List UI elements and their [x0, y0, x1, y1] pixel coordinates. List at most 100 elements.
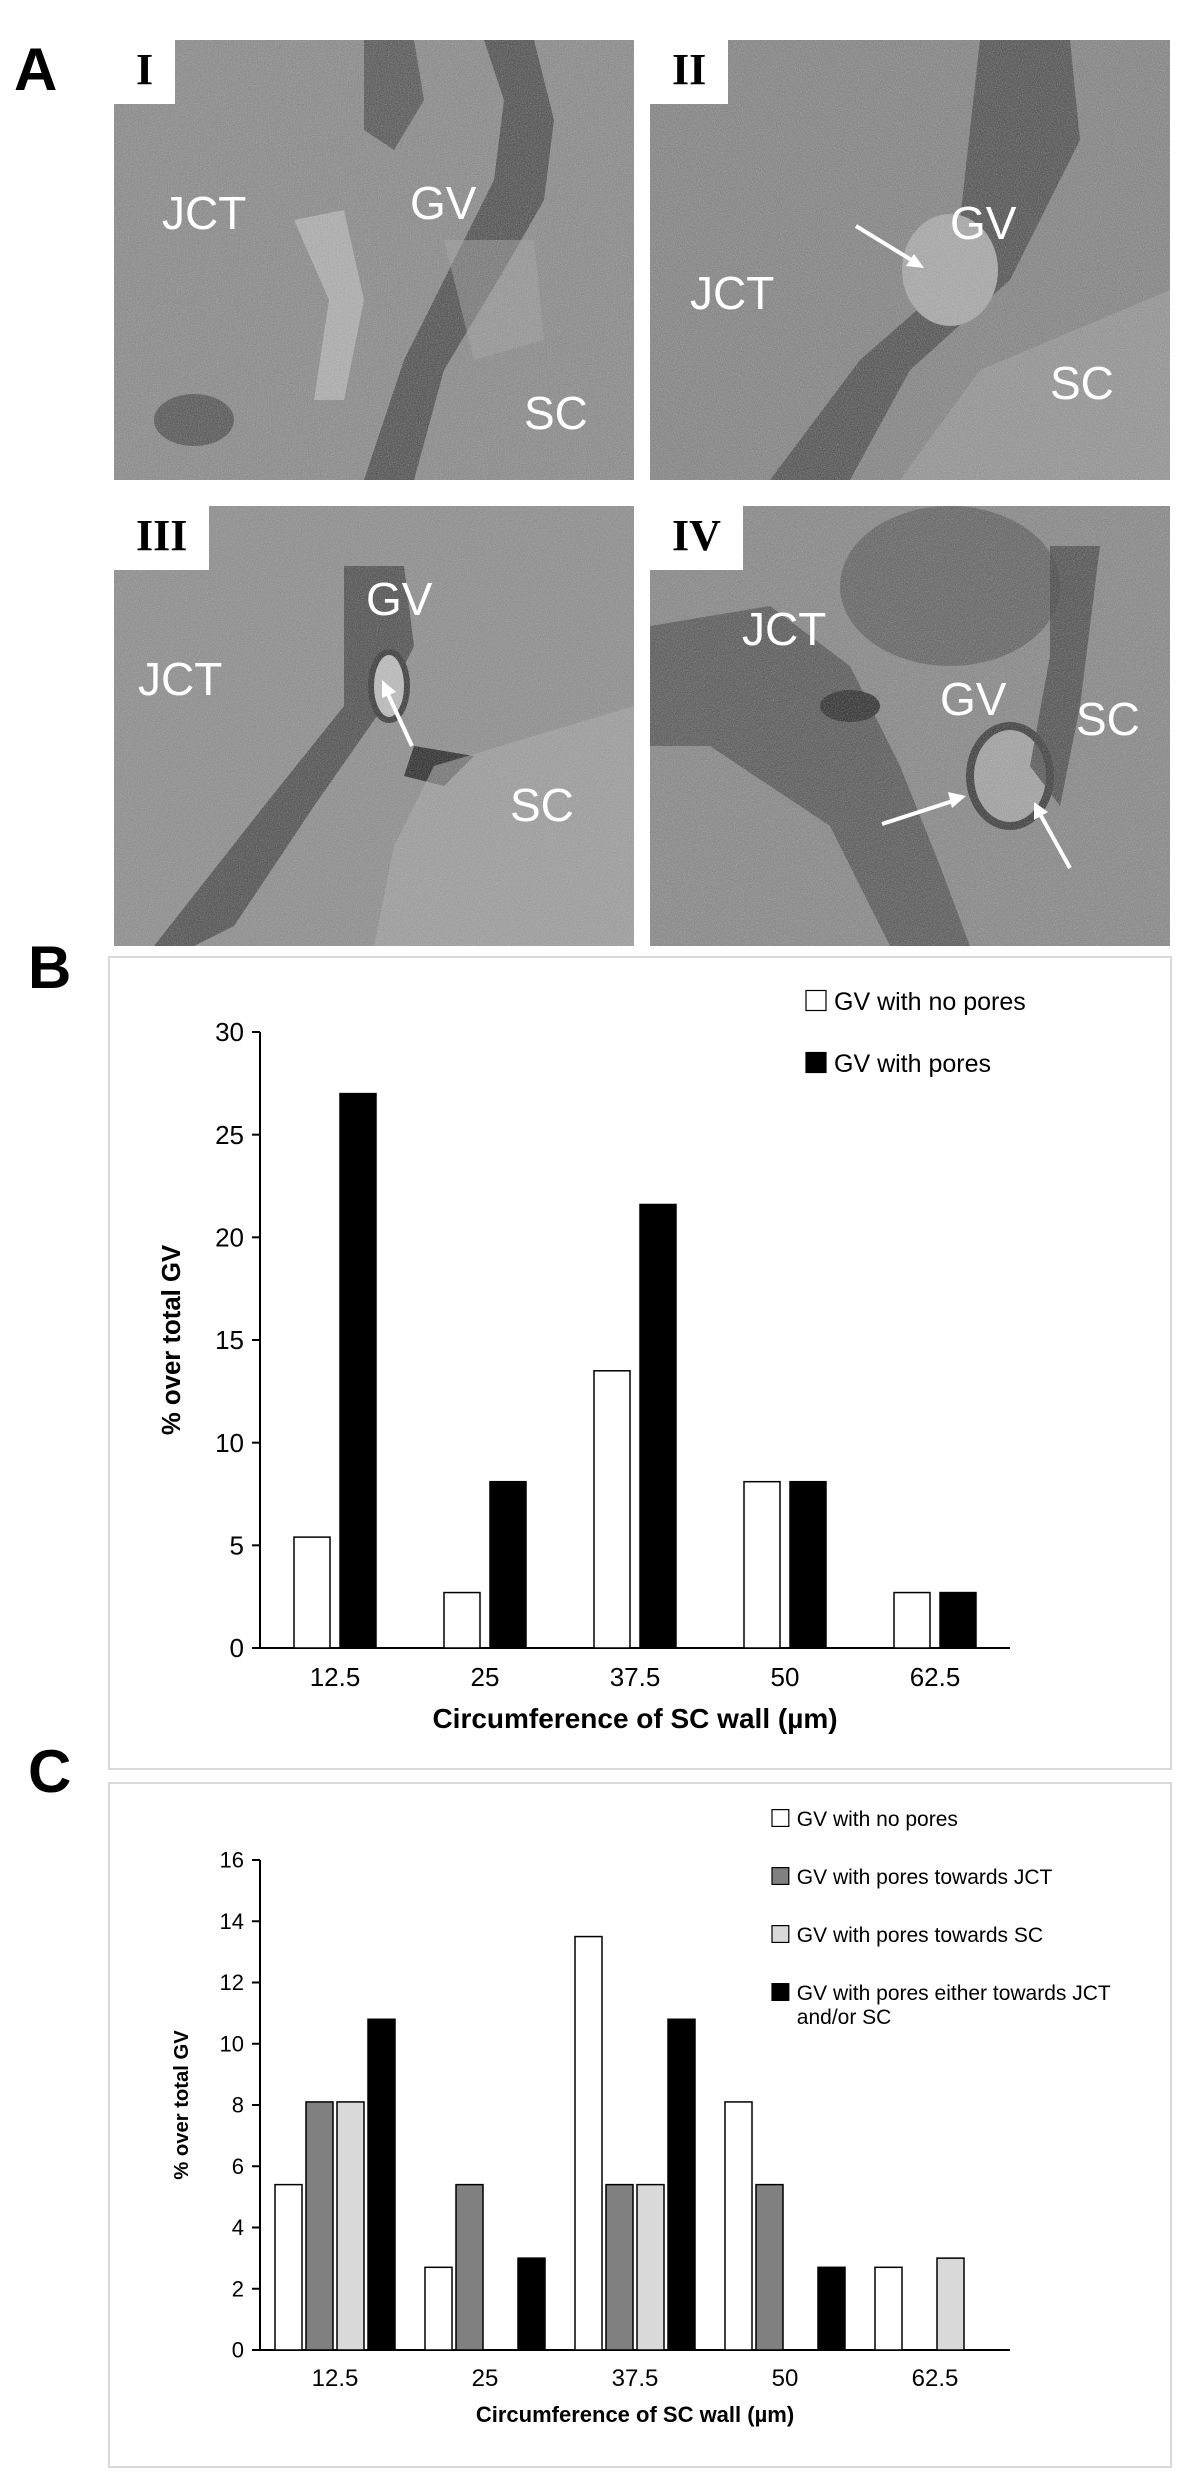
x-axis-label: Circumference of SC wall (µm) — [432, 1703, 837, 1734]
y-tick-label: 14 — [220, 1909, 244, 1934]
chart-c: 0 2 4 6 8 10 12 14 16 12.5 25 37.5 50 62.5 Circumferen… — [171, 1808, 1111, 2427]
legend-swatch — [771, 1983, 790, 2002]
bar — [274, 2183, 303, 2351]
y-tick-label: 4 — [232, 2215, 244, 2240]
legend-label: GV with no pores — [797, 1808, 958, 1831]
y-tick-label: 0 — [232, 2338, 244, 2363]
bar — [455, 2183, 484, 2351]
y-axis-label: % over total GV — [158, 1245, 186, 1435]
arrow-icon — [1034, 802, 1072, 869]
legend-label: GV with pores towards SC — [797, 1924, 1043, 1947]
x-tick-label: 50 — [772, 2365, 799, 2392]
bar — [939, 1591, 977, 1649]
jct-label: JCT — [690, 267, 775, 319]
legend-swatch — [771, 1809, 790, 1828]
sc-label: SC — [510, 779, 574, 831]
x-tick-label: 12.5 — [312, 2365, 359, 2392]
chart-b-frame: 0 5 10 15 20 25 30 12.5 25 37.5 50 62.5 Circumferenc… — [108, 956, 1172, 1770]
sc-label: SC — [524, 387, 588, 439]
chart-c-frame: 0 2 4 6 8 10 12 14 16 12.5 25 37.5 50 62.5 Circumferen… — [108, 1782, 1172, 2468]
gv-label: GV — [410, 177, 477, 229]
micrograph-texture — [114, 506, 634, 946]
micrograph-label: IV — [650, 506, 743, 571]
bar — [817, 2266, 846, 2351]
bar — [593, 1370, 631, 1649]
bar — [489, 1480, 527, 1649]
x-tick-label: 37.5 — [610, 1662, 661, 1692]
legend-swatch — [771, 1867, 790, 1886]
sc-label: SC — [1050, 357, 1114, 409]
bar — [789, 1480, 827, 1649]
y-tick-label: 5 — [230, 1530, 244, 1560]
y-tick-label: 10 — [215, 1428, 244, 1458]
jct-label: JCT — [138, 653, 223, 705]
legend-swatch — [805, 989, 827, 1012]
y-tick-label: 8 — [232, 2093, 244, 2118]
micrograph-i: I JCT GV SC — [114, 40, 634, 480]
bar — [339, 1092, 377, 1649]
arrow-icon — [382, 680, 414, 747]
gv-label: GV — [366, 573, 433, 625]
jct-label: JCT — [162, 187, 247, 239]
bar — [755, 2183, 784, 2351]
bar — [424, 2266, 453, 2351]
y-tick-label: 15 — [215, 1325, 244, 1355]
bar — [574, 1935, 603, 2351]
gv-label: GV — [940, 673, 1007, 725]
bar — [636, 2183, 665, 2351]
bar — [443, 1591, 481, 1649]
micrograph-label: III — [114, 506, 210, 571]
bar — [517, 2257, 546, 2351]
y-tick-label: 25 — [215, 1120, 244, 1150]
micrograph-iii: III JCT GV SC — [114, 506, 634, 946]
bar — [893, 1591, 931, 1649]
y-tick-label: 30 — [215, 1017, 244, 1047]
x-tick-label: 25 — [472, 2365, 499, 2392]
bar — [336, 2101, 365, 2351]
micrograph-ii: II JCT GV SC — [650, 40, 1170, 480]
x-tick-label: 25 — [471, 1662, 500, 1692]
legend-label: GV with pores — [834, 1050, 991, 1078]
bar — [639, 1203, 677, 1649]
micrograph-label: I — [114, 40, 176, 105]
bar — [667, 2018, 696, 2351]
y-tick-label: 10 — [220, 2031, 244, 2056]
x-tick-label: 62.5 — [910, 1662, 961, 1692]
bar — [936, 2257, 965, 2351]
y-tick-label: 12 — [220, 1970, 244, 1995]
bar — [605, 2183, 634, 2351]
y-tick-label: 20 — [215, 1222, 244, 1252]
micrograph-iv: IV JCT GV SC — [650, 506, 1170, 946]
legend-swatch — [805, 1051, 827, 1074]
arrow-icon — [881, 792, 966, 826]
micrograph-texture — [650, 506, 1170, 946]
y-tick-label: 6 — [232, 2154, 244, 2179]
x-tick-label: 12.5 — [310, 1662, 361, 1692]
gv-label: GV — [950, 197, 1017, 249]
arrow-icon — [854, 224, 924, 268]
legend-label: GV with pores towards JCT — [797, 1866, 1053, 1889]
bar — [293, 1536, 331, 1649]
x-axis-label: Circumference of SC wall (µm) — [476, 2402, 794, 2427]
y-axis-label: % over total GV — [171, 2030, 193, 2180]
legend-swatch — [771, 1925, 790, 1944]
y-tick-label: 16 — [220, 1848, 244, 1873]
jct-label: JCT — [742, 603, 827, 655]
legend-label: GV with pores either towards JCT and/or S… — [797, 1982, 1111, 2029]
x-tick-label: 62.5 — [912, 2365, 959, 2392]
y-tick-label: 2 — [232, 2276, 244, 2301]
micrograph-texture — [114, 40, 634, 480]
bar — [874, 2266, 903, 2351]
panel-letter-c: C — [28, 1738, 72, 1805]
bar — [367, 2018, 396, 2351]
sc-label: SC — [1076, 693, 1140, 745]
bar — [724, 2101, 753, 2351]
panel-letter-a: A — [14, 36, 58, 103]
legend-label: GV with no pores — [834, 988, 1026, 1016]
panel-letter-b: B — [28, 934, 72, 1001]
x-tick-label: 37.5 — [612, 2365, 659, 2392]
x-tick-label: 50 — [771, 1662, 800, 1692]
bar — [305, 2101, 334, 2351]
micrograph-label: II — [650, 40, 729, 105]
bar — [743, 1480, 781, 1649]
